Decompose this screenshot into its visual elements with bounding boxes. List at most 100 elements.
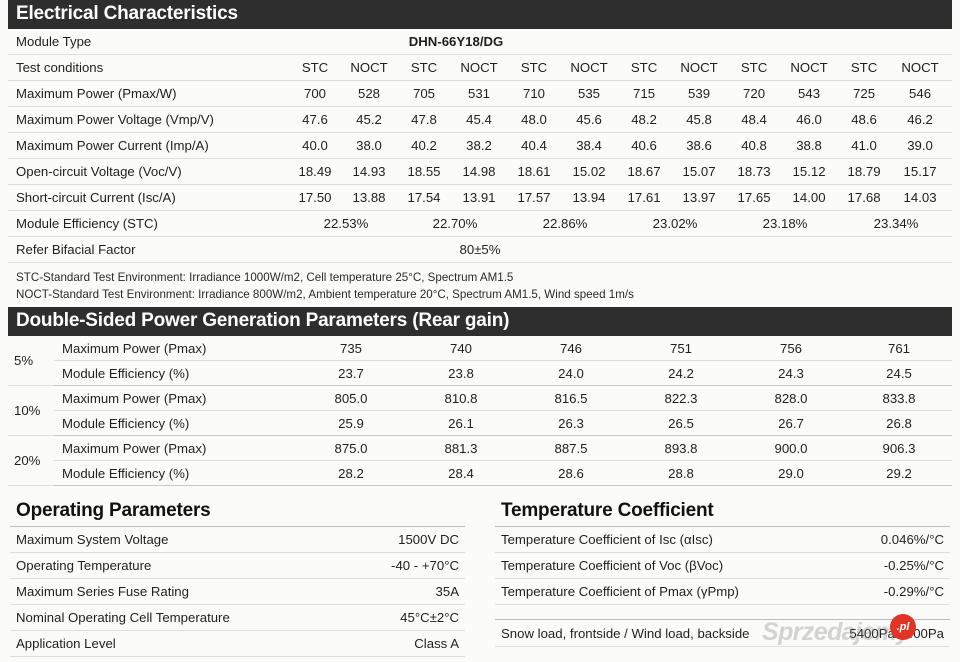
cell-value: 15.02 bbox=[558, 158, 621, 185]
cell-value: 751 bbox=[626, 336, 736, 362]
efficiency-value: 22.53% bbox=[292, 210, 400, 237]
column-header: NOCT bbox=[888, 54, 953, 81]
efficiency-value: 23.02% bbox=[620, 210, 731, 237]
column-header: NOCT bbox=[668, 54, 731, 81]
cell-value: 14.00 bbox=[778, 184, 841, 211]
table-row-module-type: Module Type DHN-66Y18/DG bbox=[8, 28, 953, 55]
row-label: Nominal Operating Cell Temperature bbox=[10, 604, 283, 632]
bifacial-gain-table: 5% Maximum Power (Pmax) 735 740 746 751 … bbox=[8, 336, 952, 487]
cell-value: 17.68 bbox=[840, 184, 889, 211]
cell-value: 17.50 bbox=[292, 184, 338, 211]
section-header-operating-parameters: Operating Parameters bbox=[16, 500, 211, 522]
row-label: Maximum Power (Pmax) bbox=[54, 336, 296, 362]
efficiency-value: 22.86% bbox=[510, 210, 621, 237]
row-label: Module Efficiency (%) bbox=[54, 410, 296, 437]
row-label: Application Level bbox=[10, 630, 283, 658]
table-row: Short-circuit Current (Isc/A) 17.50 13.8… bbox=[8, 184, 953, 211]
cell-value: 23.7 bbox=[296, 360, 406, 387]
cell-value: 1500V DC bbox=[283, 526, 465, 554]
table-row: Module Efficiency (%) 28.2 28.4 28.6 28.… bbox=[8, 460, 952, 487]
row-label: Module Efficiency (%) bbox=[54, 360, 296, 387]
cell-value: 29.0 bbox=[736, 460, 846, 487]
operating-parameters-table: Maximum System Voltage 1500V DC Operatin… bbox=[10, 526, 465, 658]
cell-value: 700 bbox=[292, 80, 338, 107]
rear-gain-label: 5% bbox=[8, 336, 54, 387]
note-stc: STC-Standard Test Environment: Irradianc… bbox=[16, 270, 514, 284]
row-label: Temperature Coefficient of Pmax (γPmp) bbox=[495, 578, 778, 606]
cell-value: 543 bbox=[778, 80, 841, 107]
rear-gain-label: 10% bbox=[8, 385, 54, 437]
cell-value: 13.88 bbox=[338, 184, 400, 211]
table-row: Module Efficiency (%) 25.9 26.1 26.3 26.… bbox=[8, 410, 952, 437]
bifacial-factor-value: 80±5% bbox=[292, 236, 669, 263]
table-row: Maximum Series Fuse Rating 35A bbox=[10, 578, 465, 606]
cell-value: 48.4 bbox=[730, 106, 779, 133]
cell-value: 38.0 bbox=[338, 132, 400, 159]
cell-value: 45.2 bbox=[338, 106, 400, 133]
cell-value: 900.0 bbox=[736, 435, 846, 462]
cell-value: Class A bbox=[283, 630, 465, 658]
cell-value: 14.03 bbox=[888, 184, 953, 211]
temperature-coefficient-table: Temperature Coefficient of Isc (αIsc) 0.… bbox=[495, 526, 950, 648]
test-conditions-label: Test conditions bbox=[8, 54, 292, 81]
cell-value: 705 bbox=[400, 80, 448, 107]
bifacial-factor-label: Refer Bifacial Factor bbox=[8, 236, 292, 263]
cell-value: 887.5 bbox=[516, 435, 626, 462]
cell-value: 28.2 bbox=[296, 460, 406, 487]
cell-value: 29.2 bbox=[846, 460, 952, 487]
row-label: Short-circuit Current (Isc/A) bbox=[8, 184, 292, 211]
column-header: STC bbox=[840, 54, 889, 81]
module-type-value: DHN-66Y18/DG bbox=[292, 28, 621, 55]
cell-value: 47.6 bbox=[292, 106, 338, 133]
cell-value: 531 bbox=[448, 80, 510, 107]
efficiency-value: 23.18% bbox=[730, 210, 841, 237]
table-row: Temperature Coefficient of Pmax (γPmp) -… bbox=[495, 578, 950, 606]
cell-value: 15.17 bbox=[888, 158, 953, 185]
cell-value: 0.046%/°C bbox=[777, 526, 950, 554]
cell-value: 15.07 bbox=[668, 158, 731, 185]
table-row: Temperature Coefficient of Voc (βVoc) -0… bbox=[495, 552, 950, 580]
cell-value: 40.6 bbox=[620, 132, 669, 159]
cell-value: 17.65 bbox=[730, 184, 779, 211]
row-label: Open-circuit Voltage (Voc/V) bbox=[8, 158, 292, 185]
cell-value: 46.0 bbox=[778, 106, 841, 133]
cell-value: 816.5 bbox=[516, 385, 626, 412]
cell-value: 24.2 bbox=[626, 360, 736, 387]
row-label: Temperature Coefficient of Isc (αIsc) bbox=[495, 526, 778, 554]
table-row: 20% Maximum Power (Pmax) 875.0 881.3 887… bbox=[8, 435, 952, 487]
cell-value: 546 bbox=[888, 80, 953, 107]
table-row: 5% Maximum Power (Pmax) 735 740 746 751 … bbox=[8, 336, 952, 387]
table-row: Maximum Power Current (Imp/A) 40.0 38.0 … bbox=[8, 132, 953, 159]
cell-value: 746 bbox=[516, 336, 626, 362]
cell-value: -40 - +70°C bbox=[283, 552, 465, 580]
table-row: Maximum Power (Pmax/W) 700 528 705 531 7… bbox=[8, 80, 953, 107]
table-spacer bbox=[495, 605, 950, 620]
module-efficiency-label: Module Efficiency (STC) bbox=[8, 210, 292, 237]
cell-value: 26.3 bbox=[516, 410, 626, 437]
table-row: Temperature Coefficient of Isc (αIsc) 0.… bbox=[495, 526, 950, 554]
cell-value: 35A bbox=[283, 578, 465, 606]
table-row: Application Level Class A bbox=[10, 630, 465, 658]
cell-value: 38.6 bbox=[668, 132, 731, 159]
cell-value: 535 bbox=[558, 80, 621, 107]
cell-value: 5400Pa/2400Pa bbox=[777, 619, 950, 648]
cell-value: 26.5 bbox=[626, 410, 736, 437]
note-noct: NOCT-Standard Test Environment: Irradian… bbox=[16, 287, 634, 301]
cell-value: 13.91 bbox=[448, 184, 510, 211]
row-label: Maximum Power (Pmax) bbox=[54, 385, 296, 412]
cell-value: 18.79 bbox=[840, 158, 889, 185]
cell-value: 48.2 bbox=[620, 106, 669, 133]
cell-value: 28.6 bbox=[516, 460, 626, 487]
table-row: Maximum Power Voltage (Vmp/V) 47.6 45.2 … bbox=[8, 106, 953, 133]
row-label: Temperature Coefficient of Voc (βVoc) bbox=[495, 552, 778, 580]
cell-value: 539 bbox=[668, 80, 731, 107]
row-label: Maximum Power (Pmax/W) bbox=[8, 80, 292, 107]
row-label: Snow load, frontside / Wind load, backsi… bbox=[495, 619, 778, 648]
operating-parameters-section: Operating Parameters Maximum System Volt… bbox=[10, 500, 465, 658]
column-header: NOCT bbox=[338, 54, 400, 81]
table-row: Open-circuit Voltage (Voc/V) 18.49 14.93… bbox=[8, 158, 953, 185]
cell-value: -0.29%/°C bbox=[777, 578, 950, 606]
cell-value: 17.57 bbox=[510, 184, 558, 211]
column-header: STC bbox=[730, 54, 779, 81]
